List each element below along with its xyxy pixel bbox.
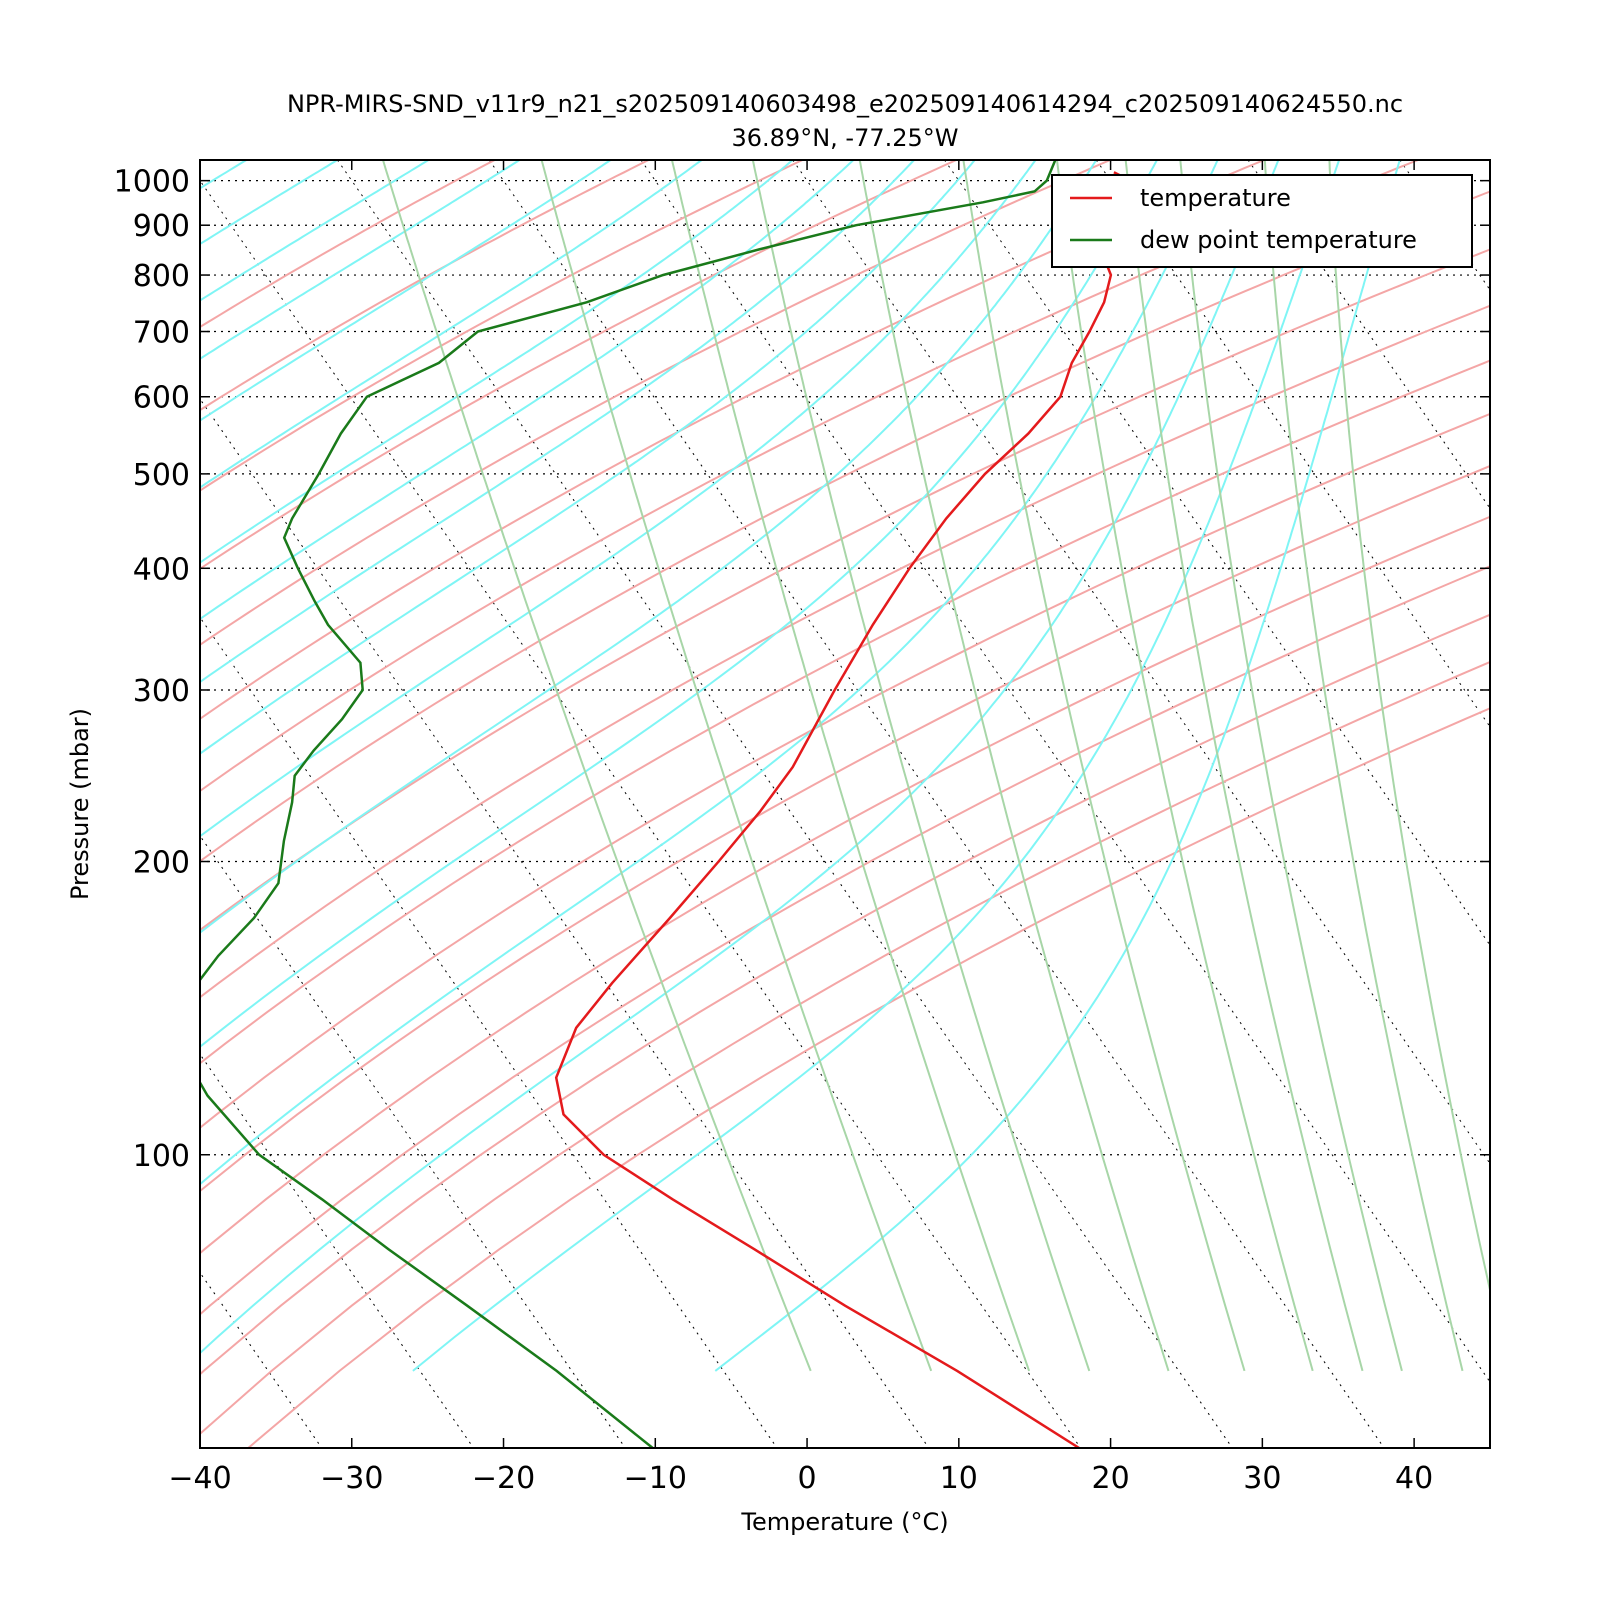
- moist-adiabat-line: [200, 160, 855, 621]
- moist-adiabat-line: [200, 160, 915, 684]
- dry-adiabat-line: [200, 412, 1490, 1130]
- moist-adiabat-line: [200, 160, 430, 302]
- moist-adiabats: [200, 160, 1401, 1372]
- dry-adiabat-line: [200, 304, 1490, 999]
- y-tick-label: 600: [133, 381, 190, 416]
- y-tick-label: 700: [133, 316, 190, 351]
- moist-adiabat-line: [200, 160, 1280, 1355]
- isotherm-line: [200, 1271, 323, 1448]
- legend-label-temperature: temperature: [1140, 184, 1291, 212]
- y-tick-label: 400: [133, 552, 190, 587]
- isotherm-gridlines: [0, 160, 1600, 1448]
- legend-label-dew-point: dew point temperature: [1140, 226, 1417, 254]
- moist-adiabat-line: [200, 160, 521, 361]
- y-tick-label: 200: [133, 846, 190, 881]
- y-axis-label: Pressure (mbar): [66, 708, 94, 900]
- mixing-ratio-line: [382, 160, 812, 1372]
- y-tick-label: 500: [133, 458, 190, 493]
- dry-adiabat-line: [200, 160, 803, 492]
- mixing-ratio-line: [671, 160, 1031, 1372]
- mixing-ratio-line: [962, 160, 1246, 1372]
- dry-adiabat-line: [200, 613, 1490, 1376]
- dry-adiabat-line: [200, 565, 1490, 1316]
- dry-adiabat-line: [200, 160, 1419, 793]
- chart-subtitle: 36.89°N, -77.25°W: [731, 124, 958, 152]
- moist-adiabat-line: [714, 160, 1401, 1372]
- x-tick-label: 30: [1243, 1461, 1281, 1496]
- x-tick-label: 10: [940, 1461, 978, 1496]
- dry-adiabat-line: [200, 248, 1490, 932]
- dry-adiabats: [200, 160, 1490, 1448]
- x-tick-label: 40: [1395, 1461, 1433, 1496]
- moist-adiabat-line: [200, 160, 1037, 838]
- isobar-gridlines: [200, 180, 1490, 1156]
- mixing-ratio-line: [751, 160, 1091, 1372]
- moist-adiabat-line: [200, 160, 794, 564]
- isotherm-line: [640, 160, 1490, 1383]
- dry-adiabat-line: [200, 160, 1111, 647]
- isotherm-line: [337, 160, 1233, 1448]
- x-axis-ticks: −40 −30 −20 −10 0 10 20 30 40: [168, 160, 1433, 1496]
- legend-box: [1051, 174, 1473, 268]
- dry-adiabat-line: [200, 160, 650, 412]
- isotherm-line: [944, 160, 1490, 946]
- dry-adiabat-line: [200, 515, 1490, 1255]
- temperature-line: [554, 171, 1134, 1448]
- mixing-ratio-line: [858, 160, 1170, 1372]
- dry-adiabat-line: [200, 160, 496, 329]
- mixing-ratio-line: [1056, 160, 1314, 1372]
- dry-adiabat-line: [200, 359, 1490, 1065]
- isotherm-line: [1095, 160, 1490, 728]
- chart-title: NPR-MIRS-SND_v11r9_n21_s202509140603498_…: [287, 90, 1403, 118]
- mixing-ratio-line: [540, 160, 933, 1372]
- dry-adiabat-line: [200, 190, 1490, 863]
- y-tick-label: 300: [133, 674, 190, 709]
- y-tick-label: 1000: [114, 165, 190, 200]
- y-tick-label: 800: [133, 259, 190, 294]
- mixing-ratio-lines: [382, 160, 1490, 1372]
- y-tick-label: 900: [133, 209, 190, 244]
- dew-point-line: [200, 160, 1057, 1448]
- x-tick-label: 0: [798, 1461, 817, 1496]
- dry-adiabat-line: [200, 160, 1265, 721]
- moist-adiabat-line: [200, 160, 1098, 934]
- x-axis-label: Temperature (°C): [740, 1508, 948, 1536]
- profile-lines: [200, 160, 1134, 1448]
- x-tick-label: −40: [168, 1461, 231, 1496]
- moist-adiabat-line: [200, 160, 612, 422]
- moist-adiabat-line: [200, 160, 703, 489]
- isotherm-line: [200, 616, 778, 1448]
- dry-adiabat-line: [247, 707, 1490, 1448]
- mixing-ratio-line: [1263, 160, 1464, 1372]
- isotherm-line: [1552, 160, 1600, 1448]
- isotherm-line: [1399, 160, 1490, 291]
- isotherm-line: [792, 160, 1490, 1165]
- moist-adiabat-line: [200, 160, 247, 190]
- moist-adiabat-line: [200, 160, 338, 246]
- dry-adiabat-line: [200, 160, 957, 570]
- y-tick-label: 100: [133, 1139, 190, 1174]
- y-axis-ticks: 100 200 300 400 500 600 700 800 900 1000: [114, 165, 1490, 1174]
- isotherm-line: [1247, 160, 1490, 510]
- plot-frame: [199, 159, 1491, 1449]
- dry-adiabat-line: [200, 464, 1490, 1193]
- x-tick-label: −30: [320, 1461, 383, 1496]
- x-tick-label: −20: [472, 1461, 535, 1496]
- x-tick-label: 20: [1091, 1461, 1129, 1496]
- x-tick-label: −10: [624, 1461, 687, 1496]
- isotherm-line: [200, 179, 1082, 1448]
- dry-adiabat-line: [200, 660, 1490, 1436]
- legend: temperature dew point temperature: [1051, 174, 1473, 268]
- moist-adiabat-line: [200, 160, 976, 755]
- isotherm-line: [0, 160, 18, 1448]
- isotherm-line: [488, 160, 1385, 1448]
